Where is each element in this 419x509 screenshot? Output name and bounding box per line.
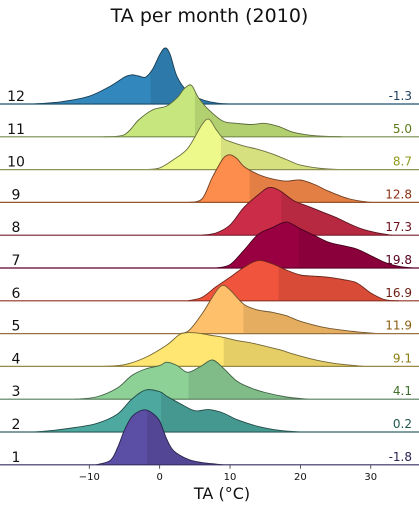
month-label: 10: [7, 155, 25, 171]
mean-value-label: 9.1: [393, 351, 412, 365]
ridge-area-below-mean: [103, 332, 224, 367]
ridge-month-5: 5 11.9: [0, 284, 419, 335]
ridge-month-3: 3 4.1: [0, 359, 419, 400]
ridge-outline: [145, 118, 343, 171]
x-tick-label: 0: [156, 472, 162, 483]
month-label: 7: [12, 253, 21, 269]
ridge-outline: [187, 259, 399, 302]
ridge-outline: [215, 221, 414, 269]
ridge-area-below-mean: [173, 285, 244, 334]
x-axis: −10 0 10 20 30: [79, 464, 377, 483]
x-tick-label: −10: [79, 472, 100, 483]
month-label: 11: [7, 122, 25, 138]
month-label: 3: [12, 384, 21, 400]
mean-value-label: 11.9: [385, 319, 412, 333]
ridge-area-below-mean: [33, 72, 151, 104]
ridge-month-1: 1 -1.8: [0, 409, 419, 466]
ridge-area-below-mean: [201, 187, 282, 236]
ridge-area-below-mean: [145, 119, 221, 170]
ridge-area: [33, 389, 301, 432]
month-label: 12: [7, 89, 25, 105]
ridge-month-12: 12 -1.3: [0, 47, 419, 105]
month-label: 9: [12, 187, 21, 203]
month-label: 4: [12, 351, 21, 367]
mean-value-label: -1.8: [389, 450, 412, 464]
ridges: 12 -1.311 5.010 8.79 12.88 17.37 19.86 16.95 11.…: [0, 47, 419, 466]
mean-value-label: 17.3: [385, 220, 412, 234]
mean-value-label: 0.2: [393, 417, 412, 431]
ridge-month-10: 10 8.7: [0, 118, 419, 171]
mean-value-label: 4.1: [393, 384, 412, 398]
mean-value-label: 5.0: [393, 122, 412, 136]
ridge-month-8: 8 17.3: [0, 186, 419, 236]
x-tick-label: 30: [364, 472, 377, 483]
ridge-outline: [187, 154, 371, 203]
ridge-outline: [103, 84, 343, 138]
ridge-outline: [103, 332, 364, 367]
x-tick-label: 10: [224, 472, 237, 483]
ridge-area-below-mean: [75, 362, 189, 400]
ridge-month-7: 7 19.8: [0, 221, 419, 269]
ridge-outline: [96, 409, 224, 466]
month-label: 6: [12, 286, 21, 302]
mean-value-label: -1.3: [389, 89, 412, 103]
chart-title: TA per month (2010): [110, 5, 309, 27]
mean-value-label: 8.7: [393, 155, 412, 169]
ridge-outline: [173, 284, 378, 335]
ridge-area-below-mean: [216, 222, 299, 268]
ridge-area-below-mean: [187, 154, 250, 203]
ridge-month-4: 4 9.1: [0, 332, 419, 367]
ridge-outline: [201, 186, 392, 236]
ridge-outline: [75, 359, 308, 400]
month-label: 5: [12, 319, 21, 335]
month-label: 2: [12, 417, 21, 433]
ridge-month-9: 9 12.8: [0, 154, 419, 203]
x-tick-label: 20: [294, 472, 307, 483]
x-axis-label: TA (°C): [193, 484, 250, 503]
mean-value-label: 16.9: [385, 286, 412, 300]
ridge-area-below-mean: [187, 260, 279, 301]
ridge-month-6: 6 16.9: [0, 259, 419, 302]
ridge-outline: [32, 389, 301, 433]
month-label: 1: [12, 450, 21, 466]
mean-value-label: 19.8: [385, 253, 412, 267]
month-label: 8: [12, 220, 21, 236]
mean-value-label: 12.8: [385, 187, 412, 201]
ridge-area-below-mean: [103, 84, 195, 137]
